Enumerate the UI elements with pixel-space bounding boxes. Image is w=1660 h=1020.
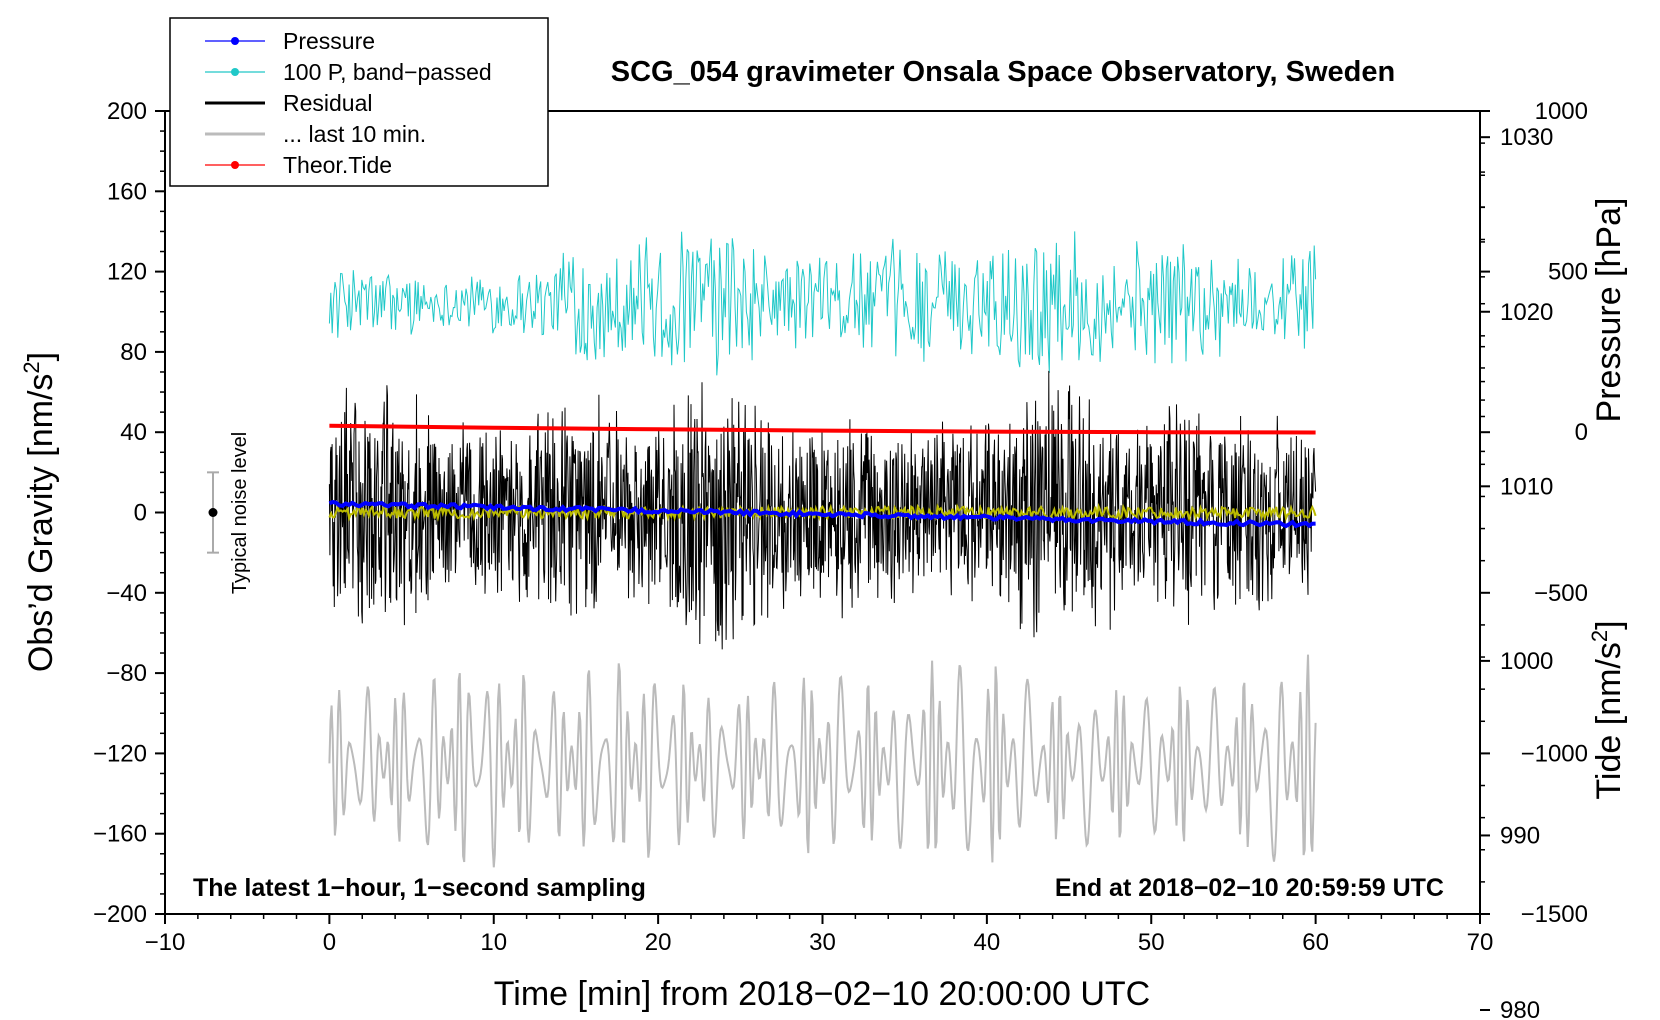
x-axis-ticks: −10 0 10 20 30 40 50 60 70 bbox=[145, 914, 1494, 956]
y-tick-label: −40 bbox=[106, 580, 147, 607]
y-axis-title-left: Obs’d Gravity [nm/s2] bbox=[19, 352, 60, 672]
legend-marker bbox=[231, 37, 239, 45]
pressure-tick-label: 980 bbox=[1500, 997, 1540, 1020]
chart-title: SCG_054 gravimeter Onsala Space Observat… bbox=[611, 56, 1395, 88]
pressure-series bbox=[328, 499, 1316, 529]
legend-label: Residual bbox=[283, 90, 373, 116]
y-tick-label: −200 bbox=[93, 901, 147, 928]
y-tick-label: 200 bbox=[107, 98, 147, 125]
annotation-right: End at 2018−02−10 20:59:59 UTC bbox=[1055, 874, 1444, 902]
last-10-min-series bbox=[328, 654, 1317, 868]
x-tick-label: 20 bbox=[645, 929, 672, 956]
pressure-tick-label: 1020 bbox=[1500, 299, 1553, 326]
tide-tick-label: −1500 bbox=[1521, 901, 1588, 928]
noise-level-indicator bbox=[207, 471, 219, 554]
tide-tick-label: −1000 bbox=[1521, 740, 1588, 767]
tide-tick-label: 500 bbox=[1548, 259, 1588, 286]
x-tick-label: 40 bbox=[974, 929, 1001, 956]
y-tick-label: 0 bbox=[134, 500, 147, 527]
tide-axis-ticks: −1500 −1000 −500 0 500 1000 bbox=[1480, 98, 1588, 928]
y-axis-title-pressure: Pressure [hPa] bbox=[1590, 198, 1628, 423]
theoretical-tide-series bbox=[329, 423, 1316, 435]
noise-level-label: Typical noise level bbox=[229, 432, 251, 594]
legend: Pressure 100 P, band−passed Residual ... la… bbox=[169, 17, 549, 187]
pressure-line bbox=[328, 499, 1316, 529]
y-tick-label: 160 bbox=[107, 178, 147, 205]
y-tick-label: −120 bbox=[93, 740, 147, 767]
tide-tick-label: 0 bbox=[1575, 419, 1588, 446]
bandpassed-pressure-line bbox=[328, 231, 1317, 376]
annotation-left: The latest 1−hour, 1−second sampling bbox=[193, 874, 646, 902]
theoretical-tide-line bbox=[329, 423, 1316, 435]
legend-marker bbox=[231, 68, 239, 76]
pressure-axis-ticks: 980 990 1000 1010 1020 1030 bbox=[1480, 124, 1553, 1020]
tide-tick-label: −500 bbox=[1534, 580, 1588, 607]
x-tick-label: 50 bbox=[1138, 929, 1165, 956]
y-tick-label: 40 bbox=[120, 419, 147, 446]
tide-tick-label: 1000 bbox=[1535, 98, 1588, 125]
pressure-tick-label: 1000 bbox=[1500, 648, 1553, 675]
y-axis-ticks: −200 −160 −120 −80 −40 0 40 80 120 160 200 bbox=[93, 98, 165, 928]
x-tick-label: −10 bbox=[145, 929, 186, 956]
residual-smoothed-line bbox=[328, 502, 1317, 523]
y-tick-label: 80 bbox=[120, 339, 147, 366]
residual-line bbox=[328, 370, 1317, 650]
y-axis-title-tide: Tide [nm/s2] bbox=[1587, 620, 1628, 799]
y-tick-label: −160 bbox=[93, 821, 147, 848]
legend-label: 100 P, band−passed bbox=[283, 59, 492, 85]
x-tick-label: 70 bbox=[1467, 929, 1494, 956]
x-tick-label: 10 bbox=[480, 929, 507, 956]
x-tick-label: 60 bbox=[1302, 929, 1329, 956]
y-tick-label: −80 bbox=[106, 660, 147, 687]
pressure-tick-label: 1030 bbox=[1500, 124, 1553, 151]
legend-marker bbox=[231, 161, 239, 169]
legend-label: Pressure bbox=[283, 28, 375, 54]
x-tick-label: 0 bbox=[323, 929, 336, 956]
residual-smoothed-series bbox=[328, 502, 1317, 523]
y-tick-label: 120 bbox=[107, 259, 147, 286]
x-axis-title: Time [min] from 2018−02−10 20:00:00 UTC bbox=[494, 975, 1150, 1013]
pressure-tick-label: 990 bbox=[1500, 822, 1540, 849]
bandpassed-pressure-series bbox=[328, 231, 1317, 376]
legend-label: Theor.Tide bbox=[283, 152, 392, 178]
x-tick-label: 30 bbox=[809, 929, 836, 956]
last-10-min-line bbox=[328, 654, 1317, 868]
residual-series bbox=[328, 370, 1317, 650]
pressure-tick-label: 1010 bbox=[1500, 473, 1553, 500]
legend-label: ... last 10 min. bbox=[283, 121, 426, 147]
